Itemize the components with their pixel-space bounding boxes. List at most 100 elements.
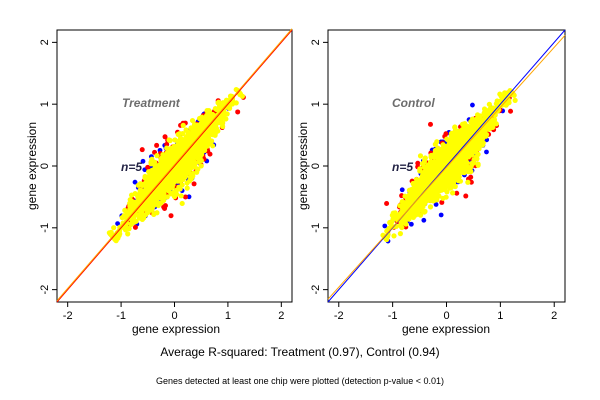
blue-point [115, 221, 120, 227]
yellow-point [148, 205, 154, 211]
blue-point [382, 223, 388, 229]
yellow-point [450, 190, 456, 196]
yellow-point [422, 157, 428, 163]
control-panel: -2 -1 0 1 2 -2 -1 0 1 2 Control n=5 gene express… [296, 29, 566, 336]
yellow-point [421, 168, 428, 175]
blue-point [186, 194, 192, 200]
yellow-point [458, 153, 464, 159]
red-point [439, 199, 445, 205]
y-tick-label: 1 [310, 101, 322, 107]
yellow-point [177, 186, 183, 192]
yellow-point [446, 176, 452, 182]
yellow-point [470, 133, 477, 139]
yellow-point [180, 122, 186, 128]
yellow-point [433, 148, 439, 154]
blue-point [438, 212, 444, 218]
red-point [164, 141, 170, 147]
y-tick-label: 1 [39, 101, 51, 107]
yellow-point [503, 102, 509, 108]
yellow-point [465, 179, 471, 185]
yellow-point [212, 131, 218, 137]
yellow-point [197, 154, 203, 161]
yellow-point [437, 156, 443, 162]
control-n-label: n=5 [392, 160, 413, 174]
yellow-point [155, 193, 161, 199]
red-point [145, 164, 151, 170]
yellow-point [469, 160, 475, 167]
yellow-point [178, 193, 184, 199]
yellow-point [476, 144, 482, 150]
yellow-point [199, 149, 205, 156]
yellow-point [470, 141, 476, 147]
yellow-point [154, 210, 160, 216]
yellow-point [202, 116, 208, 123]
yellow-point [189, 173, 195, 179]
yellow-point [180, 131, 186, 137]
yellow-point [402, 200, 408, 206]
yellow-point [220, 100, 227, 106]
blue-point [408, 221, 414, 227]
yellow-point [431, 158, 437, 165]
yellow-point [166, 147, 172, 153]
yellow-point [462, 136, 468, 142]
yellow-point [414, 210, 420, 216]
yellow-point [422, 208, 428, 215]
yellow-point [477, 113, 484, 119]
red-point [154, 142, 160, 148]
yellow-point [182, 174, 188, 180]
yellow-point [429, 170, 435, 176]
y-tick-label: -2 [310, 285, 322, 295]
red-point [139, 147, 145, 153]
yellow-point [213, 121, 219, 128]
yellow-point [403, 221, 409, 227]
red-point [162, 134, 168, 140]
treatment-x-axis-label: gene expression [132, 322, 220, 336]
red-point [162, 203, 168, 209]
blue-point [399, 187, 405, 193]
red-point [168, 213, 174, 219]
yellow-point [135, 194, 141, 200]
control-panel-label: Control [392, 96, 435, 110]
yellow-point [164, 194, 170, 200]
yellow-point [195, 159, 202, 165]
yellow-point [191, 133, 198, 139]
yellow-point [189, 117, 196, 124]
yellow-point [196, 115, 203, 122]
red-point [183, 194, 188, 200]
treatment-n-label: n=5 [121, 160, 142, 174]
yellow-point [187, 165, 194, 171]
yellow-point [423, 179, 429, 185]
x-tick-label: -2 [334, 310, 344, 322]
yellow-point [481, 106, 488, 112]
yellow-point [194, 145, 200, 151]
yellow-point [389, 218, 395, 225]
yellow-point [182, 169, 188, 175]
yellow-point [463, 162, 470, 169]
yellow-point [440, 148, 447, 154]
yellow-point [411, 195, 417, 201]
yellow-point [208, 139, 214, 145]
yellow-point [462, 158, 468, 164]
yellow-point [141, 215, 147, 221]
yellow-point [418, 187, 425, 193]
red-point [427, 121, 433, 127]
yellow-point [155, 175, 161, 181]
yellow-point [170, 157, 176, 163]
yellow-point [426, 195, 432, 201]
blue-point [470, 102, 475, 108]
yellow-point [438, 164, 444, 171]
yellow-point [215, 100, 221, 106]
yellow-point [397, 231, 404, 237]
yellow-point [170, 182, 176, 188]
yellow-point [446, 180, 453, 186]
yellow-point [174, 154, 181, 160]
yellow-point [172, 137, 178, 143]
yellow-point [139, 188, 145, 194]
yellow-point [447, 153, 453, 160]
yellow-point [417, 168, 423, 174]
yellow-point [213, 125, 220, 132]
yellow-point [459, 130, 465, 136]
yellow-point [177, 177, 183, 183]
yellow-point [198, 163, 204, 169]
